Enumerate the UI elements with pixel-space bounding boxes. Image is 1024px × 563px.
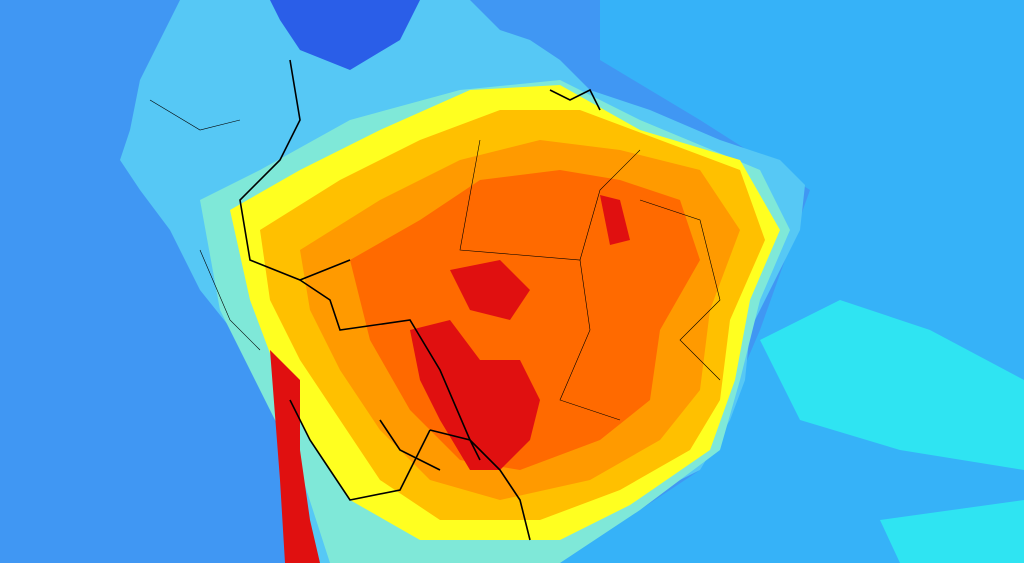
- red-zone-pantanal: [410, 320, 540, 470]
- state-borders: [149, 99, 721, 421]
- red-zone-andes: [270, 350, 320, 563]
- dark-blue-north: [270, 0, 420, 70]
- ocean-cyan-band-south: [880, 500, 1024, 563]
- ocean-cyan-band: [760, 300, 1024, 470]
- political-borders: [239, 59, 601, 541]
- red-zone-east: [600, 195, 630, 245]
- red-zone-center: [450, 260, 530, 320]
